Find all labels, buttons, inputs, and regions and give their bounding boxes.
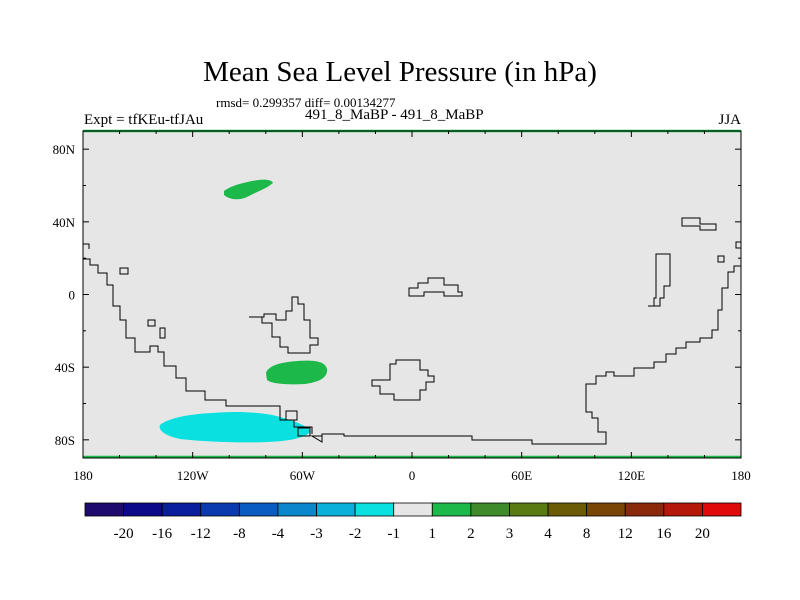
colorbar-label: -1 <box>387 526 400 542</box>
colorbar-label: 8 <box>583 526 591 542</box>
anomaly-patch-greenland <box>224 179 273 200</box>
colorbar <box>84 502 742 517</box>
axis-ticks <box>82 131 742 458</box>
colorbar-label: 20 <box>695 526 710 542</box>
comparison-label: 491_8_MaBP - 491_8_MaBP <box>305 107 484 123</box>
coastlines <box>83 217 741 445</box>
anomaly-patch-southern-ocean <box>159 411 311 443</box>
colorbar-labels: -20 -16 -12 -8 -4 -3 -2 -1 1 2 3 4 8 12 16 20 <box>114 526 710 542</box>
colorbar-swatch <box>161 502 202 517</box>
colorbar-label: -4 <box>272 526 285 542</box>
experiment-label: Expt = tfKEu-tfJAu <box>84 112 204 128</box>
colorbar-swatch <box>663 502 703 517</box>
x-tick-label: 120W <box>177 468 210 483</box>
colorbar-swatch <box>509 502 549 517</box>
colorbar-label: -2 <box>349 526 362 542</box>
y-tick-label: 40S <box>55 360 75 375</box>
anomaly-patch-south-atlantic <box>266 360 328 385</box>
axis-tick-labels: 180 120W 60W 0 60E 120E 180 80N 40N 0 40S 80S <box>53 142 751 483</box>
colorbar-label: 12 <box>618 526 633 542</box>
colorbar-label: -16 <box>152 526 172 542</box>
colorbar-swatch <box>702 502 742 517</box>
colorbar-swatch <box>470 502 510 517</box>
y-tick-label: 40N <box>53 215 76 230</box>
colorbar-label: -3 <box>310 526 323 542</box>
colorbar-swatch <box>547 502 588 517</box>
colorbar-swatch <box>586 502 626 517</box>
colorbar-swatch <box>123 502 163 517</box>
colorbar-swatch <box>277 502 317 517</box>
colorbar-label: 4 <box>544 526 552 542</box>
y-tick-label: 0 <box>69 288 76 303</box>
colorbar-label: 1 <box>429 526 437 542</box>
x-tick-label: 180 <box>731 468 751 483</box>
y-tick-label: 80N <box>53 142 76 157</box>
colorbar-swatch <box>431 502 472 517</box>
x-tick-label: 60E <box>511 468 532 483</box>
colorbar-swatch <box>84 502 124 517</box>
x-tick-label: 60W <box>290 468 316 483</box>
colorbar-swatch <box>624 502 665 517</box>
colorbar-label: 3 <box>506 526 514 542</box>
x-tick-label: 120E <box>618 468 646 483</box>
colorbar-swatch <box>238 502 279 517</box>
x-tick-label: 180 <box>73 468 93 483</box>
colorbar-label: -20 <box>114 526 134 542</box>
map-background <box>83 131 741 458</box>
colorbar-swatch <box>316 502 356 517</box>
x-tick-label: 0 <box>409 468 416 483</box>
colorbar-swatch <box>354 502 395 517</box>
colorbar-label: 2 <box>467 526 475 542</box>
season-label: JJA <box>718 112 741 128</box>
stats-label: rmsd= 0.299357 diff= 0.00134277 <box>216 95 396 110</box>
colorbar-label: -8 <box>233 526 246 542</box>
colorbar-label: 16 <box>656 526 672 542</box>
colorbar-swatch <box>393 502 433 517</box>
colorbar-swatch <box>200 502 240 517</box>
map-title: Mean Sea Level Pressure (in hPa) <box>203 56 597 88</box>
y-tick-label: 80S <box>55 433 75 448</box>
colorbar-label: -12 <box>191 526 211 542</box>
